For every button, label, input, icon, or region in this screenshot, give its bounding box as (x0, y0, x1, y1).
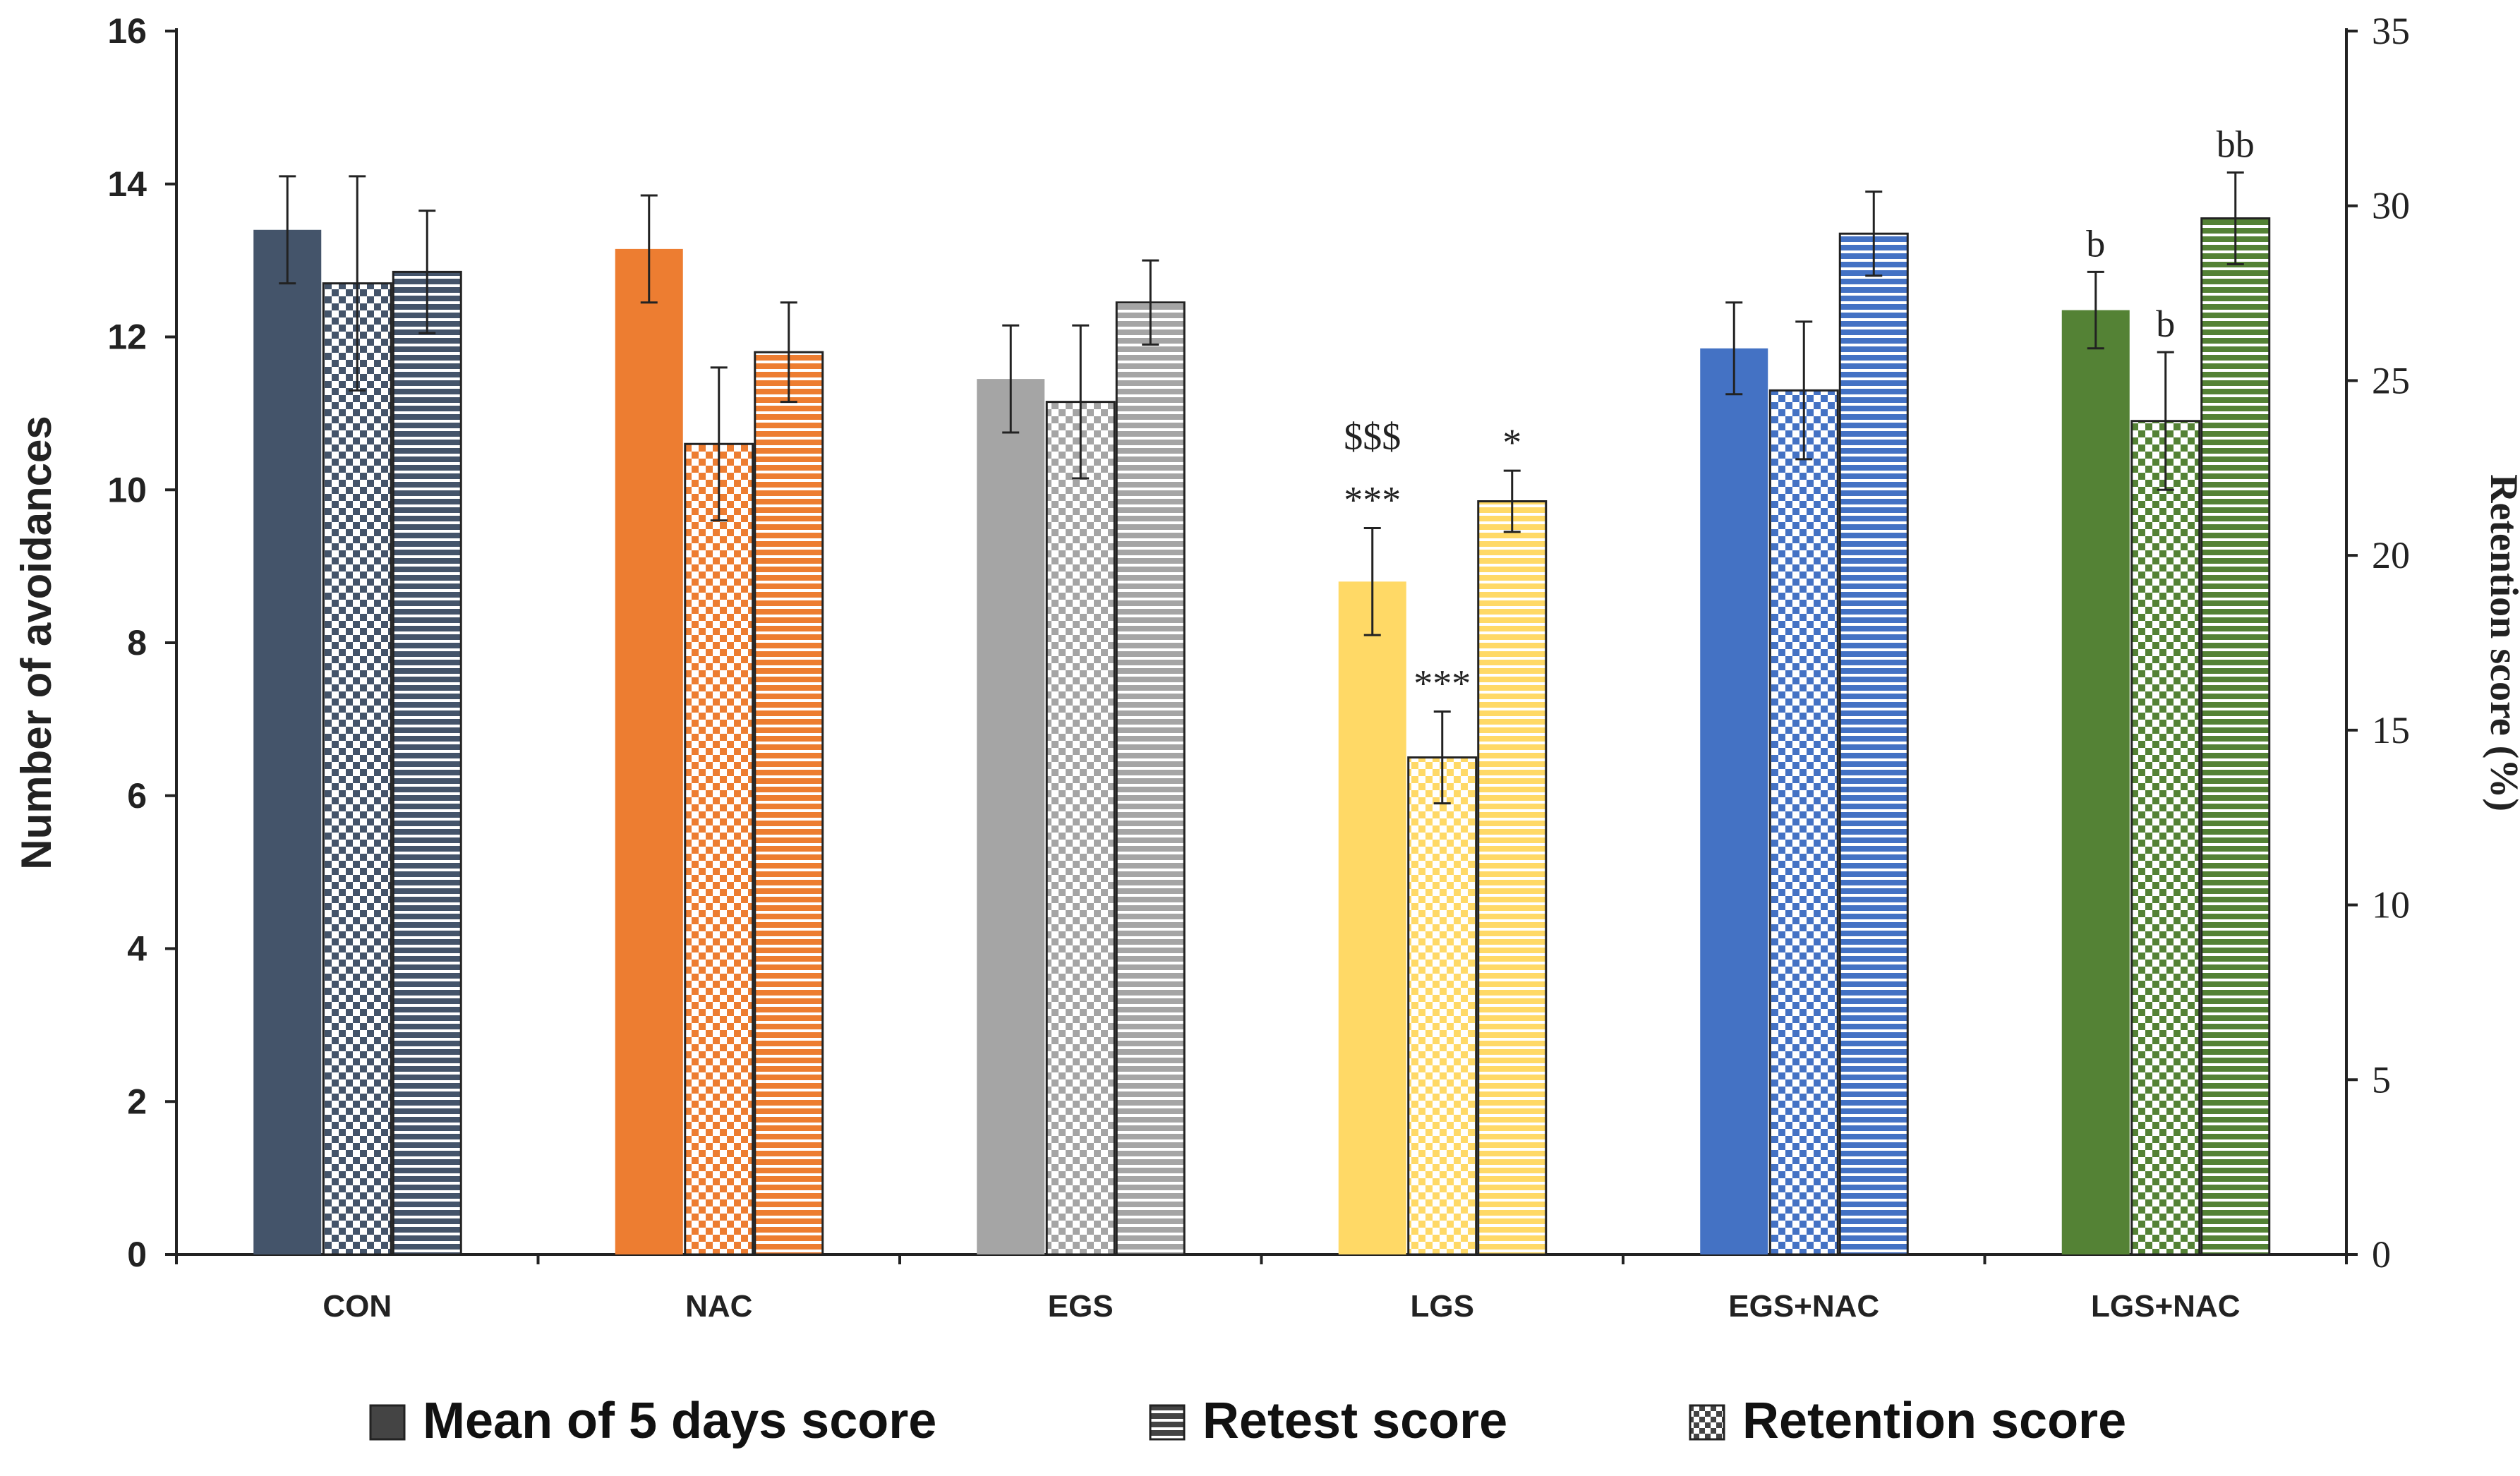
x-tick-label: NAC (685, 1289, 752, 1324)
y-tick-label-left: 0 (127, 1235, 147, 1274)
y-tick-label-right: 35 (2372, 10, 2410, 52)
significance-annotation: b (2086, 222, 2105, 265)
axes-layer: 0 2 4 6 8 10 12 14 16 0 5 10 15 20 25 30 35 Number of avo… (13, 10, 2520, 1324)
y-tick-label-left: 10 (107, 470, 147, 509)
y-tick-label-left: 16 (107, 11, 147, 51)
significance-annotation: *** (1413, 663, 1471, 705)
legend-label: Mean of 5 days score (423, 1393, 936, 1449)
y-tick-label-left: 6 (127, 776, 147, 816)
legend-swatch (1689, 1404, 1725, 1441)
y-tick-label-right: 20 (2372, 534, 2410, 576)
bar (253, 229, 322, 1254)
y-tick-label-right: 25 (2372, 359, 2410, 401)
significance-annotation: * (1502, 421, 1521, 464)
x-tick-label: EGS (1048, 1289, 1114, 1324)
bar (1338, 581, 1406, 1254)
y-axis-label-left: Number of avoidances (13, 416, 60, 870)
bar (1115, 301, 1186, 1256)
bar (1407, 756, 1478, 1256)
y-tick-label-left: 12 (107, 317, 147, 357)
y-tick-label-left: 4 (127, 929, 147, 969)
legend-swatch (1149, 1404, 1186, 1441)
legend-swatch (369, 1404, 406, 1441)
y-tick-label-right: 15 (2372, 709, 2410, 751)
x-tick-label: EGS+NAC (1728, 1289, 1879, 1324)
bar (1045, 401, 1116, 1256)
significance-annotation: *** (1344, 478, 1401, 521)
significance-annotation: b (2156, 303, 2175, 345)
y-tick-label-left: 2 (127, 1082, 147, 1121)
bar (2130, 420, 2201, 1256)
y-tick-label-left: 8 (127, 623, 147, 663)
y-tick-label-right: 10 (2372, 884, 2410, 926)
x-tick-label: CON (322, 1289, 392, 1324)
bar (392, 270, 462, 1256)
bar (322, 282, 392, 1256)
legend-label: Retest score (1202, 1393, 1507, 1449)
y-tick-label-right: 30 (2372, 185, 2410, 227)
bar (1700, 348, 1768, 1255)
bar (615, 248, 683, 1254)
x-tick-label: LGS+NAC (2091, 1289, 2240, 1324)
y-tick-label-left: 14 (107, 164, 147, 204)
significance-annotation: $$$ (1344, 415, 1401, 457)
significance-annotation: bb (2217, 123, 2255, 165)
bar (1768, 389, 1839, 1256)
y-tick-label-right: 5 (2372, 1058, 2391, 1101)
legend-label: Retention score (1742, 1393, 2126, 1449)
y-tick-label-right: 0 (2372, 1233, 2391, 1276)
x-tick-label: LGS (1411, 1289, 1474, 1324)
bar (2200, 217, 2271, 1256)
bar (1838, 232, 1909, 1256)
bar (684, 442, 754, 1256)
error-bars-layer (279, 171, 2244, 805)
y-axis-label-right: Retention score (%) (2482, 474, 2520, 811)
bar (1477, 500, 1548, 1256)
legend-layer: Mean of 5 days score Retest score Retentio… (369, 1393, 2126, 1449)
bar (2061, 310, 2130, 1255)
bar (977, 379, 1045, 1255)
bars-layer (253, 217, 2271, 1256)
bar (754, 351, 824, 1256)
